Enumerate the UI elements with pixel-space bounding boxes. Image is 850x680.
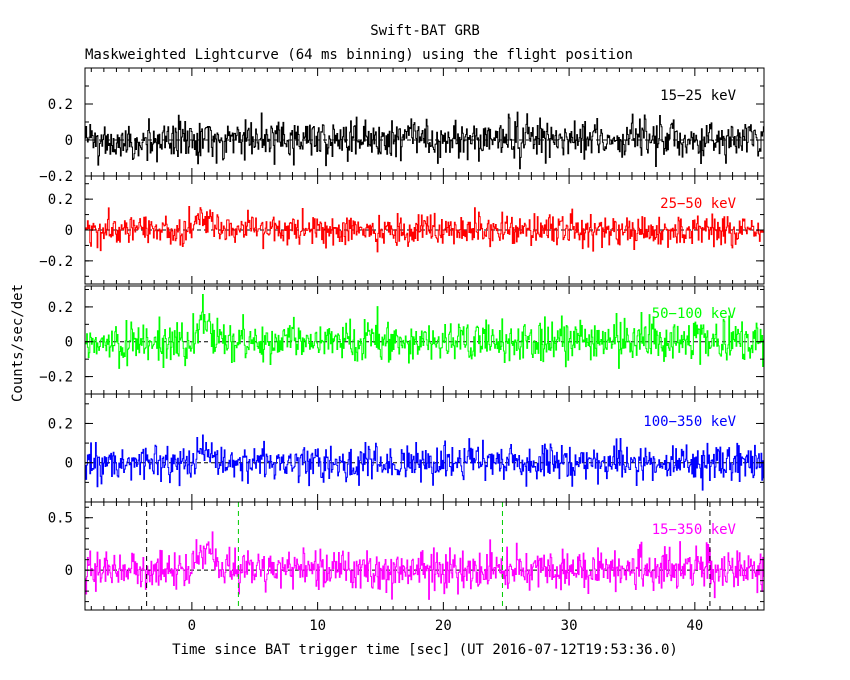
panel-25-50-kev: −0.2 0 0.2 25−50 keV (39, 175, 765, 285)
panel-frame (84, 67, 765, 177)
x-tick-label: 20 (435, 618, 452, 634)
y-tick-label: 0.5 (48, 511, 73, 527)
panels-group: −0.200.215−25 keV−0.200.2 25−50 keV−0.200… (39, 67, 765, 634)
x-tick-label: 10 (309, 618, 326, 634)
band-label: 100−350 keV (643, 414, 736, 430)
panel-15-25-kev: −0.2 0 0.2 15−25 keV (39, 67, 765, 185)
y-tick-label: 0 (65, 563, 73, 579)
band-label: 15−350 keV (652, 522, 737, 538)
y-tick-label: 0.2 (48, 97, 73, 113)
panel-frame (84, 393, 765, 503)
y-tick-label: 0 (65, 456, 73, 472)
y-tick-label: 0.2 (48, 192, 73, 208)
series-line (85, 531, 764, 600)
panel-50-100-kev: −0.2 0 0.2 50−100 keV (39, 285, 765, 395)
y-axis-label: Counts/sec/det (10, 284, 26, 402)
series-line (85, 111, 764, 170)
x-tick-label: 0 (188, 618, 196, 634)
y-tick-label: −0.2 (39, 254, 73, 270)
chart-title: Swift-BAT GRB (370, 23, 480, 39)
series-line (85, 206, 764, 253)
x-tick-label: 30 (561, 618, 578, 634)
band-label: 50−100 keV (652, 306, 737, 322)
x-tick-label: 40 (686, 618, 703, 634)
x-axis-label: Time since BAT trigger time [sec] (UT 20… (172, 642, 678, 658)
series-line (85, 293, 764, 369)
panel-15-350-kev: 0 0.5 15−350 keV (48, 501, 765, 611)
y-tick-label: 0.2 (48, 300, 73, 316)
y-tick-label: −0.2 (39, 370, 73, 386)
y-tick-label: 0 (65, 223, 73, 239)
series-line (85, 434, 764, 491)
y-tick-label: −0.2 (39, 169, 73, 185)
panel-frame (84, 501, 765, 611)
panel-100-350-kev: 0 0.2 100−350 keV (48, 393, 765, 503)
y-tick-label: 0 (65, 335, 73, 351)
band-label: 25−50 keV (660, 196, 736, 212)
y-tick-label: 0 (65, 133, 73, 149)
chart-subtitle: Maskweighted Lightcurve (64 ms binning) … (85, 47, 633, 63)
band-label: 15−25 keV (660, 88, 736, 104)
y-tick-label: 0.2 (48, 416, 73, 432)
